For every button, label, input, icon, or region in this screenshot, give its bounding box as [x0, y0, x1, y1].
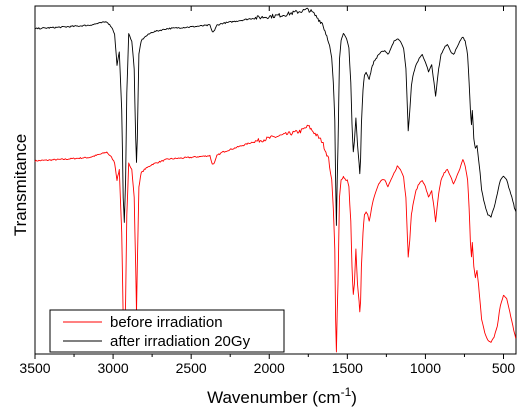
series-line-0 [34, 124, 517, 353]
x-tick-label: 1000 [410, 360, 441, 376]
x-axis-title: Wavenumber (cm-1) [207, 385, 357, 407]
y-axis-title: Transmitance [11, 134, 30, 236]
x-tick-label: 2500 [176, 360, 207, 376]
x-axis-ticks: 3500 3000 2500 2000 1500 1000 500 [19, 6, 515, 376]
series-line-1 [34, 7, 517, 226]
legend-label-before: before irradiation [110, 314, 223, 331]
x-tick-label: 2000 [254, 360, 285, 376]
x-tick-label: 500 [492, 360, 516, 376]
x-tick-label: 1500 [332, 360, 363, 376]
legend: before irradiation after irradiation 20G… [49, 309, 285, 353]
legend-box [49, 309, 285, 353]
series-layer [34, 7, 517, 353]
plot-frame [34, 5, 517, 355]
x-tick-label: 3500 [19, 360, 50, 376]
x-axis-title-main: Wavenumber (cm [207, 388, 341, 407]
x-tick-label: 3000 [98, 360, 129, 376]
x-axis-title-sup: -1 [341, 385, 352, 399]
x-axis-title-close: ) [351, 388, 357, 407]
legend-label-after: after irradiation 20Gy [110, 333, 251, 350]
